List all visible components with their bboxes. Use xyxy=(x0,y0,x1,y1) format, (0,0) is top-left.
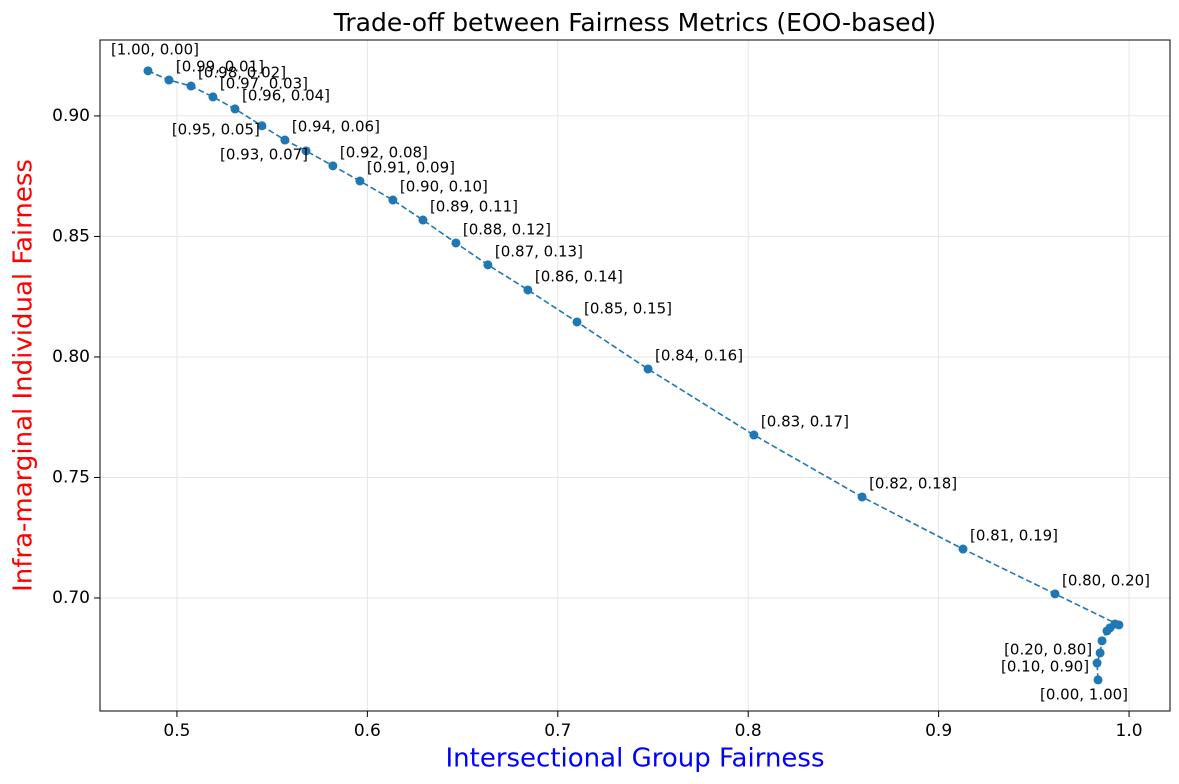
point-label: [0.89, 0.11] xyxy=(430,198,518,216)
point xyxy=(857,492,867,502)
point xyxy=(483,260,493,270)
x-axis-label: Intersectional Group Fairness xyxy=(445,744,824,774)
point-label: [0.81, 0.19] xyxy=(970,527,1058,545)
x-tick-label: 0.7 xyxy=(544,721,571,741)
point xyxy=(328,161,338,171)
point-label: [1.00, 0.00] xyxy=(111,40,199,58)
point xyxy=(451,238,461,248)
chart-title: Trade-off between Fairness Metrics (EOO-… xyxy=(333,8,936,37)
point-label: [0.10, 0.90] xyxy=(1001,658,1089,676)
point-label: [0.98, 0.02] xyxy=(198,64,286,82)
point xyxy=(355,176,365,186)
point-label: [0.80, 0.20] xyxy=(1062,571,1150,589)
point-label: [0.90, 0.10] xyxy=(400,178,488,196)
point-label: [0.00, 1.00] xyxy=(1040,685,1128,703)
point xyxy=(643,364,653,374)
y-tick-label: 0.85 xyxy=(52,226,90,246)
point-label: [0.20, 0.80] xyxy=(1004,640,1092,658)
point xyxy=(1095,648,1105,658)
x-tick-label: 1.0 xyxy=(1116,721,1143,741)
point xyxy=(958,544,968,554)
x-tick-label: 0.9 xyxy=(925,721,952,741)
point xyxy=(1097,636,1107,646)
point-label: [0.87, 0.13] xyxy=(495,242,583,260)
point xyxy=(257,121,267,131)
point-label: [0.85, 0.15] xyxy=(584,299,672,317)
point xyxy=(523,285,533,295)
y-tick-label: 0.75 xyxy=(52,467,90,487)
point-label: [0.95, 0.05] xyxy=(172,120,260,138)
x-tick-label: 0.8 xyxy=(735,721,762,741)
point xyxy=(208,92,218,102)
point xyxy=(1092,658,1102,668)
point xyxy=(572,317,582,327)
x-tick-label: 0.5 xyxy=(163,721,190,741)
point-label: [0.82, 0.18] xyxy=(869,474,957,492)
point xyxy=(1050,589,1060,599)
point xyxy=(230,104,240,114)
point-label: [0.88, 0.12] xyxy=(463,220,551,238)
point-label: [0.99, 0.01] xyxy=(176,58,264,76)
point xyxy=(388,195,398,205)
point-label: [0.83, 0.17] xyxy=(761,413,849,431)
point xyxy=(301,146,311,156)
point-label: [0.94, 0.06] xyxy=(292,118,380,136)
point-label: [0.91, 0.09] xyxy=(367,158,455,176)
point xyxy=(749,430,759,440)
plot-frame xyxy=(99,39,1171,712)
x-tick-label: 0.6 xyxy=(354,721,381,741)
point xyxy=(143,66,153,76)
point-label: [0.93, 0.07] xyxy=(220,145,308,163)
point-label: [0.84, 0.16] xyxy=(655,346,743,364)
point xyxy=(280,135,290,145)
y-tick-label: 0.90 xyxy=(52,106,90,126)
point-label: [0.92, 0.08] xyxy=(340,143,428,161)
point xyxy=(1102,626,1112,636)
point xyxy=(186,81,196,91)
point xyxy=(164,75,174,85)
y-axis-label: Infra-marginal Individual Fairness xyxy=(9,159,39,592)
point-label: [0.96, 0.04] xyxy=(242,86,330,104)
y-tick-label: 0.70 xyxy=(52,588,90,608)
point xyxy=(1093,675,1103,685)
point-label: [0.97, 0.03] xyxy=(220,74,308,92)
y-tick-label: 0.80 xyxy=(52,347,90,367)
point-label: [0.86, 0.14] xyxy=(535,267,623,285)
point xyxy=(418,215,428,225)
